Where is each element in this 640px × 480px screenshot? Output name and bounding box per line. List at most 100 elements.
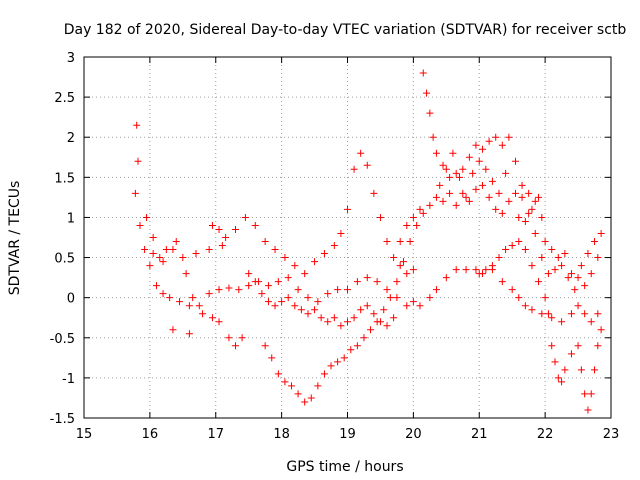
- data-point: [548, 246, 556, 254]
- y-tick-label: 1.5: [54, 171, 75, 186]
- data-point: [357, 149, 365, 157]
- data-point: [403, 270, 411, 278]
- x-tick-label: 15: [76, 427, 93, 442]
- data-point: [238, 334, 246, 342]
- data-point: [558, 378, 566, 386]
- data-point: [551, 266, 559, 274]
- y-tick-label: -1: [62, 372, 75, 387]
- data-point: [215, 286, 223, 294]
- data-point: [208, 314, 216, 322]
- data-point: [518, 181, 526, 189]
- data-point: [597, 326, 605, 334]
- data-point: [251, 278, 259, 286]
- data-point: [294, 286, 302, 294]
- data-point: [455, 173, 463, 181]
- data-point: [284, 294, 292, 302]
- data-point: [423, 89, 431, 97]
- data-point: [446, 173, 454, 181]
- data-point: [134, 157, 142, 165]
- data-point: [409, 213, 417, 221]
- data-point: [340, 354, 348, 362]
- data-point: [327, 362, 335, 370]
- data-point: [479, 181, 487, 189]
- data-point: [159, 290, 167, 298]
- data-point: [320, 250, 328, 258]
- data-point: [383, 322, 391, 330]
- data-point: [363, 161, 371, 169]
- data-point: [574, 342, 582, 350]
- data-point: [567, 310, 575, 318]
- data-point: [261, 238, 269, 246]
- data-point: [261, 342, 269, 350]
- data-point: [535, 278, 543, 286]
- data-point: [528, 306, 536, 314]
- data-point: [538, 310, 546, 318]
- data-point: [472, 185, 480, 193]
- data-point: [413, 221, 421, 229]
- data-point: [432, 193, 440, 201]
- data-point: [541, 294, 549, 302]
- data-point: [373, 278, 381, 286]
- data-point: [311, 258, 319, 266]
- data-point: [208, 221, 216, 229]
- data-point: [528, 205, 536, 213]
- data-point: [172, 238, 180, 246]
- data-point: [485, 137, 493, 145]
- data-point: [442, 274, 450, 282]
- x-tick-label: 23: [603, 427, 620, 442]
- data-point: [353, 278, 361, 286]
- data-point: [446, 189, 454, 197]
- data-point: [469, 169, 477, 177]
- data-point: [149, 234, 157, 241]
- data-point: [166, 294, 174, 302]
- data-point: [436, 181, 444, 189]
- data-point: [429, 133, 437, 141]
- data-point: [232, 225, 240, 233]
- data-point: [320, 370, 328, 378]
- data-point: [274, 278, 282, 286]
- data-point: [515, 238, 523, 246]
- y-tick-label: 0: [67, 292, 75, 307]
- data-point: [363, 302, 371, 310]
- data-point: [232, 342, 240, 350]
- data-point: [360, 334, 368, 342]
- data-point: [291, 302, 299, 310]
- data-point: [251, 221, 259, 229]
- data-point: [146, 262, 154, 270]
- data-point: [337, 322, 345, 330]
- data-point: [393, 278, 401, 286]
- data-point: [495, 189, 503, 197]
- axis-ticks: 15 16 17 18 19 20 21 22 23 -1.5 -1 -0.5 0 0.5 1 1.5 2 2.5…: [50, 51, 620, 442]
- data-point: [574, 274, 582, 282]
- data-point: [383, 286, 391, 294]
- data-point: [508, 242, 516, 250]
- data-point: [488, 262, 496, 270]
- data-point: [492, 133, 500, 141]
- data-point: [324, 290, 332, 298]
- data-point: [304, 294, 312, 302]
- data-point: [521, 246, 529, 254]
- data-point: [396, 238, 404, 246]
- data-point: [498, 278, 506, 286]
- data-point: [531, 197, 539, 205]
- data-point: [442, 165, 450, 173]
- data-point: [515, 213, 523, 221]
- data-point: [567, 270, 575, 278]
- data-point: [485, 193, 493, 201]
- data-point: [353, 342, 361, 350]
- data-point: [278, 298, 286, 306]
- data-point: [370, 310, 378, 318]
- data-point: [199, 310, 207, 318]
- data-point: [156, 254, 164, 262]
- data-point: [587, 270, 595, 278]
- data-point: [416, 205, 424, 213]
- data-point: [502, 246, 510, 254]
- data-point: [383, 238, 391, 246]
- data-point: [386, 294, 394, 302]
- data-point: [376, 213, 384, 221]
- data-point: [452, 266, 460, 274]
- data-point: [393, 294, 401, 302]
- data-point: [581, 310, 589, 318]
- data-point: [551, 358, 559, 366]
- data-point: [554, 254, 562, 262]
